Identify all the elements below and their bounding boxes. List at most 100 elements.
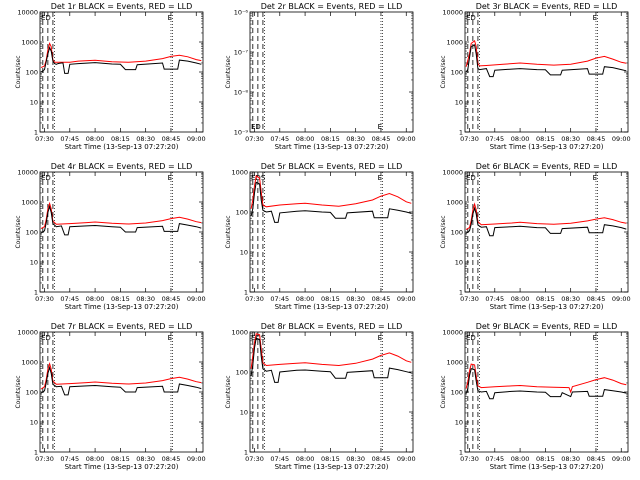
- det3-title: Det 3r BLACK = Events, RED = LLD: [476, 2, 618, 11]
- det8-xtick-label-6: 09:00: [397, 455, 416, 463]
- det8-xlabel: Start Time (13-Sep-13 07:27:20): [275, 463, 389, 471]
- det8-ytick-label-2: 100: [236, 369, 248, 377]
- det2-ylabel: Counts/sec: [225, 55, 232, 88]
- det2-xtick-label-2: 08:00: [296, 135, 315, 143]
- det3-events-line: [465, 44, 627, 78]
- det2-xtick-label-1: 07:45: [270, 135, 289, 143]
- det6-annotation-0: ED: [466, 174, 476, 182]
- det1-annotation-0: ED: [41, 14, 51, 22]
- det3-xtick-label-3: 08:15: [536, 135, 555, 143]
- det3-annotation-0: ED: [466, 14, 476, 22]
- det2-xtick-label-3: 08:15: [321, 135, 340, 143]
- det3-xtick-label-5: 08:45: [587, 135, 606, 143]
- det2-xtick-label-5: 08:45: [372, 135, 391, 143]
- det2-title: Det 2r BLACK = Events, RED = LLD: [261, 2, 403, 11]
- det5-axes-frame: [249, 171, 414, 293]
- det7-ylabel: Counts/sec: [15, 375, 22, 408]
- det4-xtick-label-1: 07:45: [60, 295, 79, 303]
- det1-xlabel: Start Time (13-Sep-13 07:27:20): [65, 143, 179, 151]
- det3-ytick-label-4: 10000: [442, 9, 463, 17]
- det6-ytick-label-0: 1: [459, 289, 463, 297]
- det2-ytick-label-0: 10⁻⁹: [234, 129, 249, 137]
- det9-xtick-label-2: 08:00: [511, 455, 530, 463]
- det6-annotation-1: E: [593, 174, 597, 182]
- det7-ytick-label-2: 100: [26, 389, 38, 397]
- det2-ytick-label-2: 10⁻⁷: [234, 49, 249, 57]
- det1-ylabel: Counts/sec: [15, 55, 22, 88]
- det9-xlabel: Start Time (13-Sep-13 07:27:20): [490, 463, 604, 471]
- det1-xtick-label-2: 08:00: [86, 135, 105, 143]
- det2-xtick-label-4: 08:30: [346, 135, 365, 143]
- det1-xtick-label-3: 08:15: [111, 135, 130, 143]
- det8-events-line: [250, 337, 412, 383]
- det4-xlabel: Start Time (13-Sep-13 07:27:20): [65, 303, 179, 311]
- det1-lld-line: [40, 41, 202, 69]
- det2-axes-frame: [249, 11, 414, 133]
- det1-xtick-label-5: 08:45: [162, 135, 181, 143]
- det4-events-line: [40, 204, 202, 236]
- det9-ytick-label-1: 10: [455, 419, 463, 427]
- det3-xtick-label-0: 07:30: [460, 135, 479, 143]
- det6-events-line: [465, 206, 627, 237]
- det6-xtick-label-1: 07:45: [485, 295, 504, 303]
- det3-xtick-label-6: 09:00: [612, 135, 631, 143]
- det6-lld-line: [465, 202, 627, 231]
- det5-ylabel: Counts/sec: [225, 215, 232, 248]
- det5-lld-line: [250, 175, 412, 209]
- det2-xtick-label-6: 09:00: [397, 135, 416, 143]
- det8-axes-frame: [249, 331, 414, 453]
- det3-ytick-label-2: 100: [451, 69, 463, 77]
- det9-xtick-label-4: 08:30: [561, 455, 580, 463]
- det7-ytick-label-0: 1: [34, 449, 38, 457]
- det3-ytick-label-0: 1: [459, 129, 463, 137]
- det7-ytick-label-1: 10: [30, 419, 38, 427]
- det2-ytick-label-3: 10⁻⁶: [234, 9, 249, 17]
- det5-xtick-label-0: 07:30: [245, 295, 264, 303]
- det8-xtick-label-3: 08:15: [321, 455, 340, 463]
- det1-xtick-label-0: 07:30: [35, 135, 54, 143]
- det4-ytick-label-2: 100: [26, 229, 38, 237]
- det3-lld-line: [465, 39, 627, 67]
- det3-xtick-label-4: 08:30: [561, 135, 580, 143]
- det5-xtick-label-2: 08:00: [296, 295, 315, 303]
- det9-xtick-label-6: 09:00: [612, 455, 631, 463]
- det1-xtick-label-4: 08:30: [136, 135, 155, 143]
- det9-xtick-label-5: 08:45: [587, 455, 606, 463]
- det7-xlabel: Start Time (13-Sep-13 07:27:20): [65, 463, 179, 471]
- det9-events-line: [465, 368, 627, 400]
- det5-ytick-label-0: 1: [244, 289, 248, 297]
- det8-ytick-label-1: 10: [240, 409, 248, 417]
- det1-xtick-label-1: 07:45: [60, 135, 79, 143]
- det4-annotation-0: ED: [41, 174, 51, 182]
- det5-xtick-label-3: 08:15: [321, 295, 340, 303]
- det6-xtick-label-4: 08:30: [561, 295, 580, 303]
- det9-xtick-label-3: 08:15: [536, 455, 555, 463]
- det4-ytick-label-3: 1000: [21, 199, 38, 207]
- det8-xtick-label-2: 08:00: [296, 455, 315, 463]
- det1-events-line: [40, 46, 202, 74]
- det4-axes-frame: [39, 171, 204, 293]
- det2-xtick-label-0: 07:30: [245, 135, 264, 143]
- det3-ytick-label-3: 1000: [446, 39, 463, 47]
- det9-ytick-label-0: 1: [459, 449, 463, 457]
- det4-ylabel: Counts/sec: [15, 215, 22, 248]
- det5-xtick-label-1: 07:45: [270, 295, 289, 303]
- det8-annotation-0: EDS: [251, 334, 266, 342]
- det1-ytick-label-3: 1000: [21, 39, 38, 47]
- det7-annotation-0: ED: [41, 334, 51, 342]
- det9-ytick-label-4: 10000: [442, 329, 463, 337]
- det2-ytick-label-1: 10⁻⁸: [234, 89, 249, 97]
- det6-xtick-label-3: 08:15: [536, 295, 555, 303]
- det5-xtick-label-4: 08:30: [346, 295, 365, 303]
- det9-ytick-label-2: 100: [451, 389, 463, 397]
- det8-lld-line: [250, 333, 412, 369]
- det3-ytick-label-1: 10: [455, 99, 463, 107]
- det4-xtick-label-2: 08:00: [86, 295, 105, 303]
- det3-xtick-label-2: 08:00: [511, 135, 530, 143]
- det8-title: Det 8r BLACK = Events, RED = LLD: [261, 322, 403, 331]
- det7-xtick-label-6: 09:00: [187, 455, 206, 463]
- det7-ytick-label-4: 10000: [17, 329, 38, 337]
- det7-xtick-label-0: 07:30: [35, 455, 54, 463]
- det4-ytick-label-1: 10: [30, 259, 38, 267]
